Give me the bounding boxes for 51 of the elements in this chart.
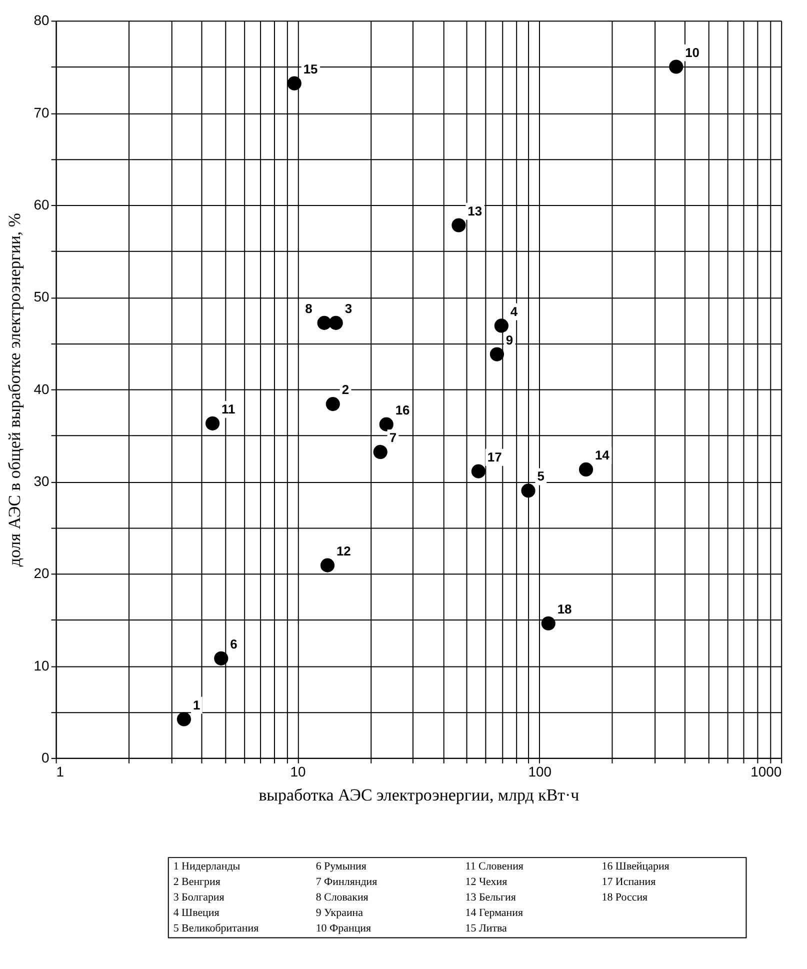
text: 3 Болгария bbox=[173, 891, 224, 904]
annotation: 15 bbox=[303, 61, 318, 76]
y-tick-label: 50 bbox=[34, 288, 50, 305]
annotation: 17 bbox=[487, 449, 502, 464]
text: 13 Бельгия bbox=[465, 891, 516, 904]
y-tick-label: 0 bbox=[42, 749, 50, 766]
text: 16 Швейцария bbox=[602, 860, 670, 873]
text: 6 Румыния bbox=[316, 860, 366, 873]
annotation: 8 bbox=[305, 300, 312, 316]
text: 10 Франция bbox=[316, 922, 372, 934]
text: 11 Словения bbox=[465, 860, 524, 873]
y-tick-label: 80 bbox=[34, 12, 50, 28]
x-tick-label: 100 bbox=[528, 763, 552, 780]
annotation: 5 bbox=[537, 468, 544, 484]
x-tick-label: 1000 bbox=[750, 763, 782, 780]
annotation: 6 bbox=[230, 636, 238, 652]
annotation: 4 bbox=[510, 304, 518, 319]
text: 9 Украина bbox=[316, 906, 364, 919]
y-tick-label: 10 bbox=[34, 657, 50, 674]
x-tick-label: 1 bbox=[56, 763, 64, 780]
annotation: 11 bbox=[222, 401, 236, 416]
text: 2 Венгрия bbox=[173, 876, 220, 888]
annotation: 7 bbox=[389, 430, 397, 446]
text: 5 Великобритания bbox=[173, 922, 259, 934]
annotation: 13 bbox=[468, 203, 482, 218]
x-tick-label: 10 bbox=[290, 763, 306, 780]
y-tick-label: 40 bbox=[34, 380, 50, 397]
annotation: 16 bbox=[395, 402, 410, 418]
text: 4 Швеция bbox=[173, 906, 220, 919]
y-tick-label: 30 bbox=[34, 472, 50, 489]
text: 18 Россия bbox=[602, 891, 648, 904]
annotation: 9 bbox=[506, 332, 514, 348]
y-tick-label: 60 bbox=[34, 196, 50, 212]
y-axis-title: доля АЭС в общей выработке электроэнергии, % bbox=[4, 213, 24, 567]
text: 1 Нидерланды bbox=[173, 860, 241, 873]
y-tick-label: 70 bbox=[34, 104, 50, 120]
text: 15 Литва bbox=[465, 922, 508, 934]
annotation: 18 bbox=[557, 601, 572, 616]
y-tick-label: 20 bbox=[34, 565, 50, 582]
text: 8 Словакия bbox=[316, 891, 368, 904]
annotation: 12 bbox=[336, 543, 351, 558]
text: 14 Германия bbox=[465, 906, 524, 919]
annotation: 1 bbox=[192, 697, 200, 712]
text: 12 Чехия bbox=[465, 876, 508, 888]
text: 7 Финляндия bbox=[316, 876, 378, 888]
annotation: 2 bbox=[342, 382, 350, 398]
annotation: 3 bbox=[344, 300, 352, 316]
annotation: 14 bbox=[594, 448, 610, 463]
x-axis-title: выработка АЭС электроэнергии, млрд кВт·ч bbox=[258, 785, 580, 804]
annotation: 10 bbox=[685, 44, 700, 60]
text: 17 Испания bbox=[602, 876, 656, 888]
